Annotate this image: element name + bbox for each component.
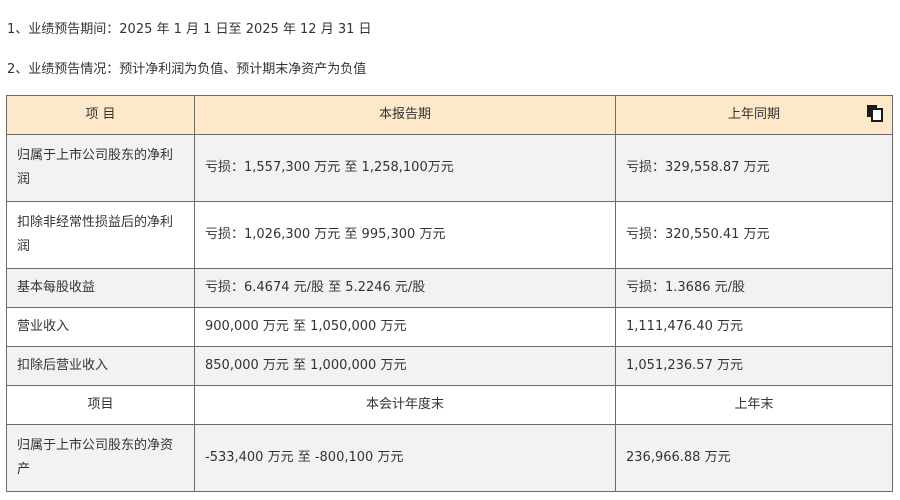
- copy-icon[interactable]: [866, 104, 884, 122]
- table-row: 归属于上市公司股东的净利润 亏损：1,557,300 万元 至 1,258,10…: [6, 134, 893, 202]
- row-label: 归属于上市公司股东的净资产: [6, 424, 195, 492]
- subheader-item: 项目: [6, 385, 195, 425]
- row-label: 扣除非经常性损益后的净利润: [6, 201, 195, 269]
- row-prior-value: 亏损：1.3686 元/股: [615, 268, 893, 308]
- table-subheader-row: 项目 本会计年度末 上年末: [6, 385, 893, 425]
- forecast-period-text: 1、业绩预告期间：2025 年 1 月 1 日至 2025 年 12 月 31 …: [7, 22, 372, 37]
- forecast-situation-text: 2、业绩预告情况：预计净利润为负值、预计期末净资产为负值: [7, 62, 367, 77]
- row-prior-value: 亏损：320,550.41 万元: [615, 201, 893, 269]
- row-label: 营业收入: [6, 307, 195, 347]
- row-current-value: 亏损：1,557,300 万元 至 1,258,100万元: [194, 134, 616, 202]
- table-row: 营业收入 900,000 万元 至 1,050,000 万元 1,111,476…: [6, 307, 893, 347]
- row-label: 基本每股收益: [6, 268, 195, 308]
- row-prior-value: 1,111,476.40 万元: [615, 307, 893, 347]
- row-current-value: 亏损：1,026,300 万元 至 995,300 万元: [194, 201, 616, 269]
- row-label: 归属于上市公司股东的净利润: [6, 134, 195, 202]
- header-item: 项 目: [6, 95, 195, 135]
- table-row: 扣除后营业收入 850,000 万元 至 1,000,000 万元 1,051,…: [6, 346, 893, 386]
- table-row: 扣除非经常性损益后的净利润 亏损：1,026,300 万元 至 995,300 …: [6, 201, 893, 269]
- header-prior-period: 上年同期: [727, 107, 780, 122]
- row-current-value: 900,000 万元 至 1,050,000 万元: [194, 307, 616, 347]
- table-row: 归属于上市公司股东的净资产 -533,400 万元 至 -800,100 万元 …: [6, 424, 893, 492]
- row-prior-value: 1,051,236.57 万元: [615, 346, 893, 386]
- performance-forecast-table: 项 目 本报告期 上年同期 归属于上市公司股东的净利润 亏损：1,557,300…: [6, 95, 893, 492]
- row-current-value: 亏损：6.4674 元/股 至 5.2246 元/股: [194, 268, 616, 308]
- header-current-period: 本报告期: [194, 95, 616, 135]
- row-prior-value: 236,966.88 万元: [615, 424, 893, 492]
- subheader-year-end: 本会计年度末: [194, 385, 616, 425]
- table-header-row: 项 目 本报告期 上年同期: [6, 95, 893, 135]
- subheader-prior-year-end: 上年末: [615, 385, 893, 425]
- row-current-value: 850,000 万元 至 1,000,000 万元: [194, 346, 616, 386]
- row-label: 扣除后营业收入: [6, 346, 195, 386]
- table-row: 基本每股收益 亏损：6.4674 元/股 至 5.2246 元/股 亏损：1.3…: [6, 268, 893, 308]
- row-prior-value: 亏损：329,558.87 万元: [615, 134, 893, 202]
- row-current-value: -533,400 万元 至 -800,100 万元: [194, 424, 616, 492]
